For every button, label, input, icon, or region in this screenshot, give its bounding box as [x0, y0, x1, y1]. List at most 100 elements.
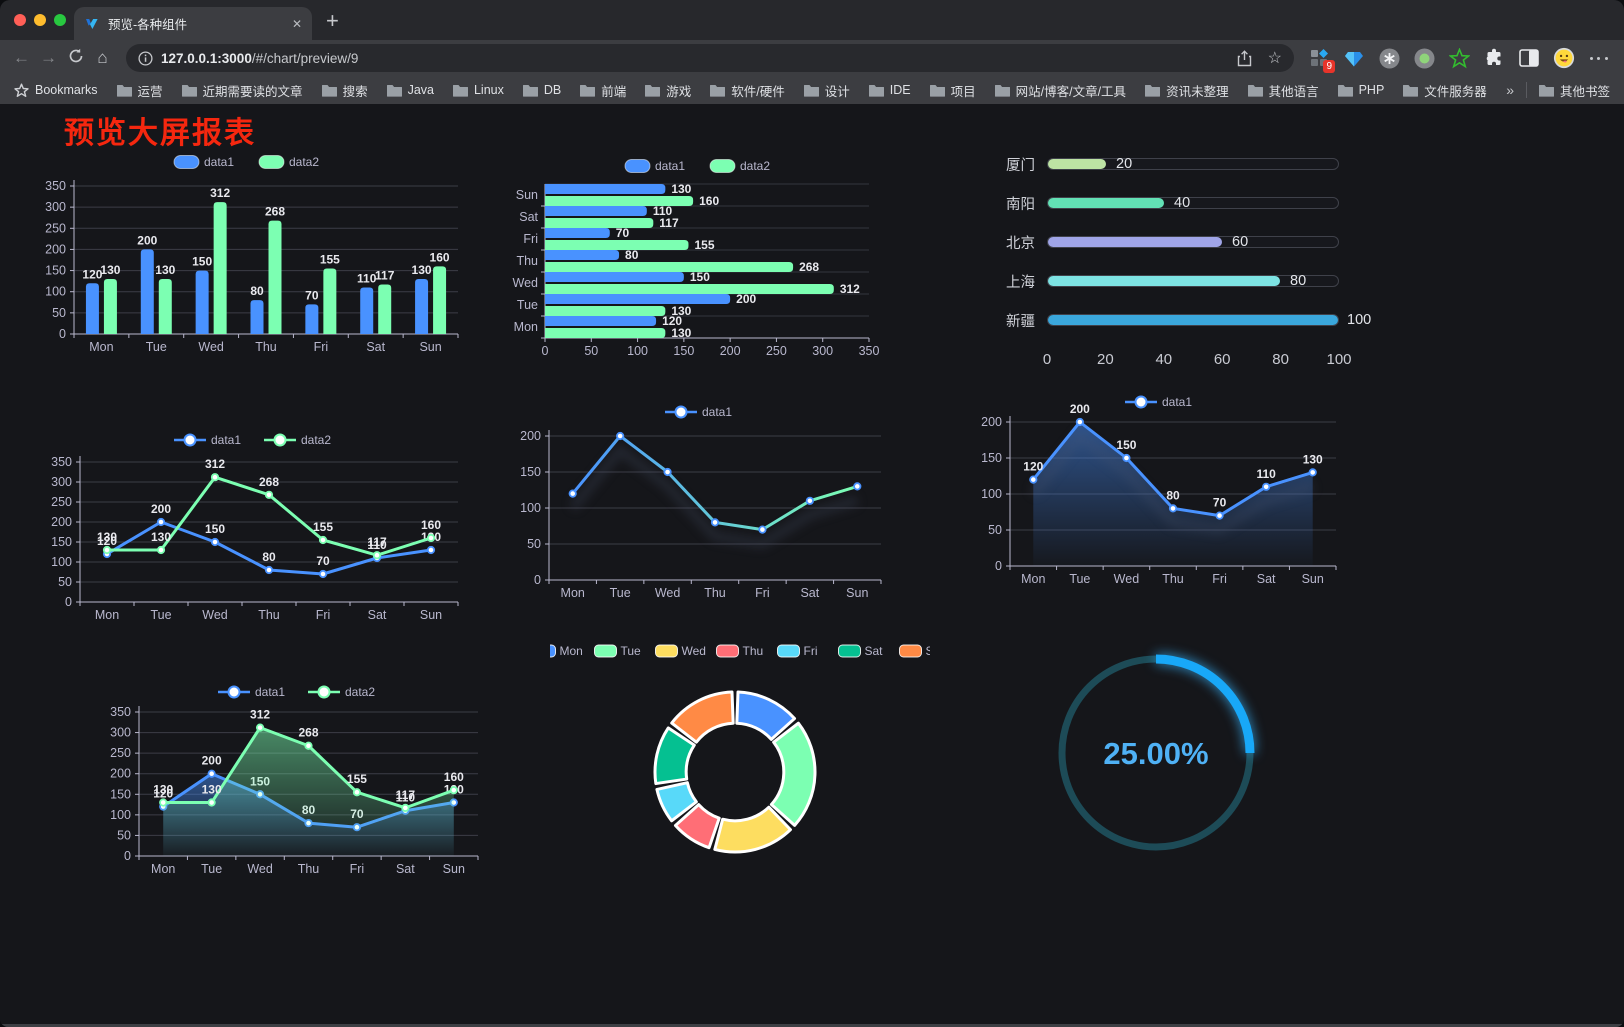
bookmark-item[interactable]: 游戏: [645, 81, 691, 100]
svg-text:312: 312: [840, 282, 860, 296]
bookmark-item[interactable]: 文件服务器: [1403, 81, 1487, 100]
svg-text:Mon: Mon: [89, 340, 113, 354]
svg-text:data2: data2: [289, 155, 319, 169]
svg-text:200: 200: [736, 292, 756, 306]
browser-toolbar: ← → ⌂ 127.0.0.1:3000/#/chart/preview/9 ☆: [0, 40, 1624, 76]
svg-text:Sun: Sun: [926, 644, 931, 658]
side-panel-icon[interactable]: [1518, 47, 1540, 69]
svg-text:160: 160: [421, 518, 441, 532]
home-icon[interactable]: ⌂: [97, 48, 108, 67]
settings-extension-icon[interactable]: [1378, 47, 1400, 69]
bookmark-item[interactable]: 网站/博客/文章/工具: [994, 81, 1126, 100]
bookmark-star-icon[interactable]: ☆: [1267, 50, 1282, 67]
star-extension-icon[interactable]: [1448, 47, 1470, 69]
svg-text:300: 300: [812, 344, 833, 358]
svg-text:70: 70: [316, 554, 330, 568]
svg-text:70: 70: [305, 288, 319, 302]
profile-avatar[interactable]: [1553, 47, 1575, 69]
svg-text:Wed: Wed: [655, 586, 681, 600]
svg-text:117: 117: [375, 269, 395, 283]
svg-text:Sat: Sat: [800, 586, 819, 600]
recorder-extension-icon[interactable]: [1413, 47, 1435, 69]
svg-text:Sun: Sun: [1302, 572, 1324, 586]
svg-text:Mon: Mon: [560, 644, 583, 658]
bookmark-item[interactable]: PHP: [1337, 83, 1384, 97]
svg-text:120: 120: [1023, 460, 1043, 474]
svg-text:80: 80: [1166, 488, 1180, 502]
browser-menu-icon[interactable]: [1588, 47, 1610, 69]
bookmarks-overflow-icon[interactable]: »: [1506, 82, 1514, 98]
bookmark-item[interactable]: 前端: [580, 81, 626, 100]
svg-text:Tue: Tue: [150, 608, 171, 622]
svg-text:200: 200: [45, 242, 66, 256]
forward-icon[interactable]: →: [40, 48, 57, 67]
svg-text:155: 155: [320, 252, 340, 266]
progress-row: 南阳 40: [995, 195, 1367, 213]
bookmark-item[interactable]: Linux: [452, 83, 504, 97]
url-bar[interactable]: 127.0.0.1:3000/#/chart/preview/9 ☆: [126, 44, 1294, 72]
chart-bar-vertical: 0 50 100 150 200 250 300 350 Mon Tue Wed Thu Fri Sat S…: [28, 148, 472, 365]
bookmark-item[interactable]: DB: [522, 83, 561, 97]
svg-text:155: 155: [694, 238, 714, 252]
bookmark-item[interactable]: 项目: [929, 81, 976, 100]
svg-text:Sun: Sun: [443, 862, 465, 876]
url-path: /#/chart/preview/9: [251, 50, 359, 66]
svg-text:80: 80: [625, 248, 639, 262]
progress-row: 北京 60: [995, 234, 1367, 252]
tab-close-icon[interactable]: ✕: [291, 16, 302, 31]
bookmark-item[interactable]: 资讯未整理: [1145, 81, 1229, 100]
bookmark-item[interactable]: IDE: [868, 83, 911, 97]
extensions-puzzle-icon[interactable]: [1483, 47, 1505, 69]
info-icon[interactable]: [138, 50, 153, 66]
browser-tab[interactable]: 预览-各种组件 ✕: [74, 7, 312, 40]
svg-text:160: 160: [699, 194, 719, 208]
svg-text:Sat: Sat: [865, 644, 884, 658]
svg-text:Sat: Sat: [366, 340, 385, 354]
window-minimize-button[interactable]: [34, 14, 46, 26]
bookmark-item[interactable]: 软件/硬件: [710, 81, 785, 100]
svg-text:268: 268: [265, 205, 285, 219]
window-close-button[interactable]: [14, 14, 26, 26]
svg-text:Tue: Tue: [517, 298, 538, 312]
progress-row: 上海 80: [995, 273, 1367, 291]
gem-extension-icon[interactable]: [1343, 47, 1365, 69]
share-icon[interactable]: [1237, 49, 1252, 67]
proxy-extension-icon[interactable]: 9: [1308, 47, 1335, 73]
svg-text:160: 160: [430, 250, 450, 264]
svg-text:120: 120: [82, 267, 102, 281]
svg-text:268: 268: [259, 475, 279, 489]
svg-text:Wed: Wed: [202, 608, 228, 622]
svg-text:0: 0: [542, 344, 549, 358]
window-zoom-button[interactable]: [54, 14, 66, 26]
svg-text:100: 100: [51, 555, 72, 569]
bookmark-item[interactable]: 设计: [803, 81, 850, 100]
back-icon[interactable]: ←: [13, 48, 30, 67]
svg-text:150: 150: [690, 270, 710, 284]
other-bookmarks-button[interactable]: 其他书签: [1538, 81, 1610, 100]
svg-text:80: 80: [262, 550, 276, 564]
bookmark-item[interactable]: 搜索: [321, 81, 368, 100]
bookmarks-divider: [1525, 82, 1527, 98]
chart-bar-horizontal: 0 50 100 150 200 250 300 350 Mon Tue Wed Thu Fri Sat S…: [505, 152, 897, 369]
svg-text:Mon: Mon: [1021, 572, 1045, 586]
svg-text:Wed: Wed: [682, 644, 706, 658]
chart-area-two-series: 0 50 100 150 200 250 300 350 Mon Tue Wed Thu Fri Sat S…: [103, 678, 495, 889]
svg-text:80: 80: [250, 284, 264, 298]
bookmarks-manager-button[interactable]: Bookmarks: [14, 83, 98, 98]
bookmark-item[interactable]: 近期需要读的文章: [181, 81, 303, 100]
svg-text:data1: data1: [1162, 395, 1192, 409]
svg-text:117: 117: [367, 535, 387, 549]
svg-text:Sun: Sun: [420, 608, 442, 622]
reload-icon[interactable]: [62, 48, 89, 69]
svg-text:Fri: Fri: [1212, 572, 1227, 586]
bookmark-item[interactable]: 运营: [116, 81, 163, 100]
bookmark-item[interactable]: 其他语言: [1247, 81, 1319, 100]
svg-text:Mon: Mon: [95, 608, 119, 622]
svg-text:300: 300: [45, 200, 66, 214]
bookmark-item[interactable]: Java: [386, 83, 434, 97]
svg-text:120: 120: [153, 787, 173, 801]
svg-text:Sat: Sat: [519, 210, 538, 224]
new-tab-button[interactable]: +: [326, 8, 339, 33]
svg-text:110: 110: [367, 538, 387, 552]
